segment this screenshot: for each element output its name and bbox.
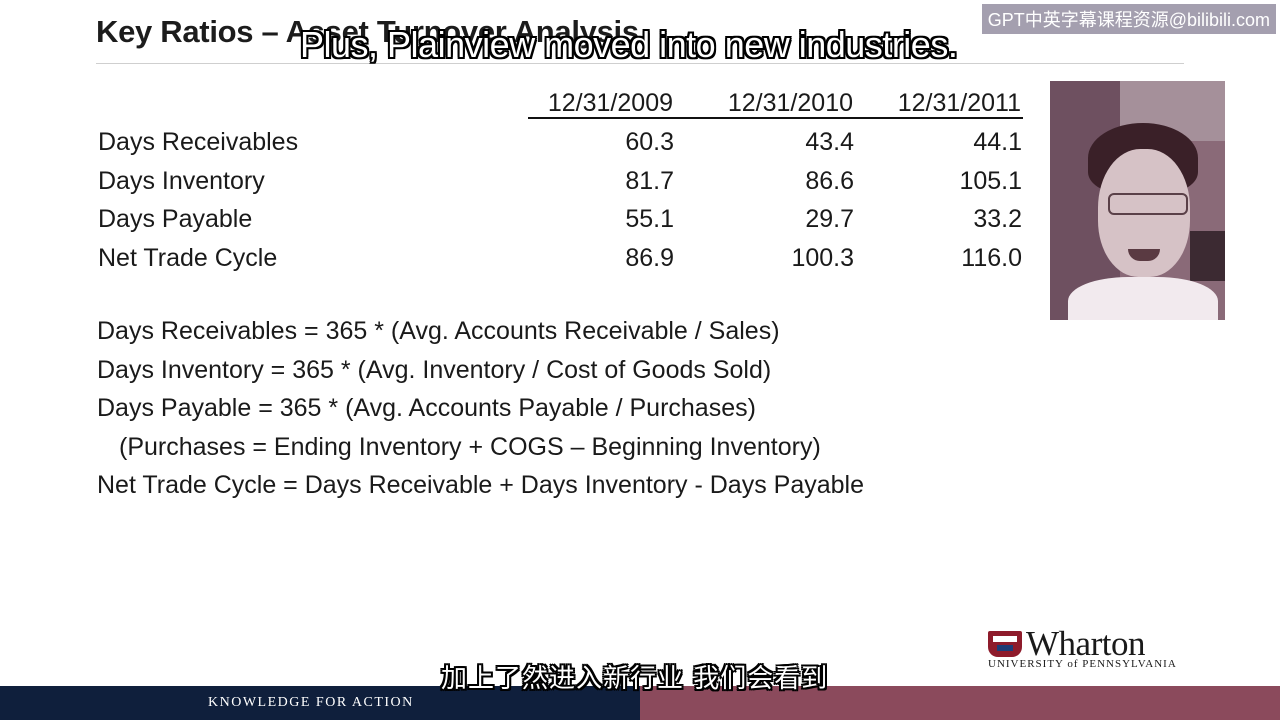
table-row: Days Receivables 60.3 43.4 44.1 xyxy=(96,126,1026,165)
cell-value: 81.7 xyxy=(625,166,674,195)
watermark: GPT中英字幕课程资源@bilibili.com xyxy=(981,4,1276,34)
cell-value: 86.9 xyxy=(625,243,674,272)
cell-value: 105.1 xyxy=(959,166,1022,195)
row-label: Days Receivables xyxy=(98,128,299,156)
row-label: Days Payable xyxy=(98,205,253,233)
presenter-video xyxy=(1050,81,1225,320)
cell-value: 43.4 xyxy=(805,128,854,156)
cell-value: 29.7 xyxy=(805,205,854,233)
column-header-2010: 12/31/2010 xyxy=(727,89,853,117)
row-label: Net Trade Cycle xyxy=(98,243,278,272)
table-row: Net Trade Cycle 86.9 100.3 116.0 xyxy=(96,242,1026,281)
cell-value: 86.6 xyxy=(805,166,854,195)
formula-days-inventory: Days Inventory = 365 * (Avg. Inventory /… xyxy=(97,355,772,384)
logo-university: UNIVERSITY of PENNSYLVANIA xyxy=(988,658,1177,670)
formula-days-payable: Days Payable = 365 * (Avg. Accounts Paya… xyxy=(97,394,756,422)
cell-value: 60.3 xyxy=(625,128,674,156)
slide-title: Key Ratios – Asset Turnover Analysis xyxy=(96,14,639,49)
wharton-logo: Wharton UNIVERSITY of PENNSYLVANIA xyxy=(988,624,1193,672)
ratio-table: 12/31/2009 12/31/2010 12/31/2011 Days Re… xyxy=(96,87,1026,280)
formula-days-receivables: Days Receivables = 365 * (Avg. Accounts … xyxy=(97,317,780,345)
footer-bar-right xyxy=(640,686,1280,720)
table-header-row: 12/31/2009 12/31/2010 12/31/2011 xyxy=(528,87,1023,119)
logo-name: Wharton xyxy=(1026,624,1145,663)
subtitle-chinese: 加上了然进入新行业 我们会看到 xyxy=(441,664,829,694)
column-header-2009: 12/31/2009 xyxy=(547,89,673,117)
shield-icon xyxy=(988,631,1022,657)
formula-purchases: (Purchases = Ending Inventory + COGS – B… xyxy=(119,432,821,461)
footer-tagline: KNOWLEDGE FOR ACTION xyxy=(208,695,414,710)
title-divider xyxy=(96,63,1184,64)
cell-value: 100.3 xyxy=(791,243,854,272)
cell-value: 116.0 xyxy=(961,243,1022,272)
subtitle-english: Plus, Plainview moved into new industrie… xyxy=(300,24,958,65)
video-background xyxy=(1190,231,1225,281)
cell-value: 55.1 xyxy=(625,205,674,233)
cell-value: 44.1 xyxy=(973,128,1022,156)
presenter-glasses xyxy=(1108,193,1188,215)
cell-value: 33.2 xyxy=(973,205,1022,233)
presenter-mouth xyxy=(1128,249,1160,261)
table-row: Days Inventory 81.7 86.6 105.1 xyxy=(96,165,1026,204)
presenter-shirt xyxy=(1068,277,1218,320)
formula-list: Days Receivables = 365 * (Avg. Accounts … xyxy=(97,317,864,510)
footer-bar-left: KNOWLEDGE FOR ACTION xyxy=(0,686,640,720)
table-row: Days Payable 55.1 29.7 33.2 xyxy=(96,203,1026,242)
formula-net-trade-cycle: Net Trade Cycle = Days Receivable + Days… xyxy=(97,471,865,499)
row-label: Days Inventory xyxy=(98,166,265,195)
column-header-2011: 12/31/2011 xyxy=(897,89,1021,117)
